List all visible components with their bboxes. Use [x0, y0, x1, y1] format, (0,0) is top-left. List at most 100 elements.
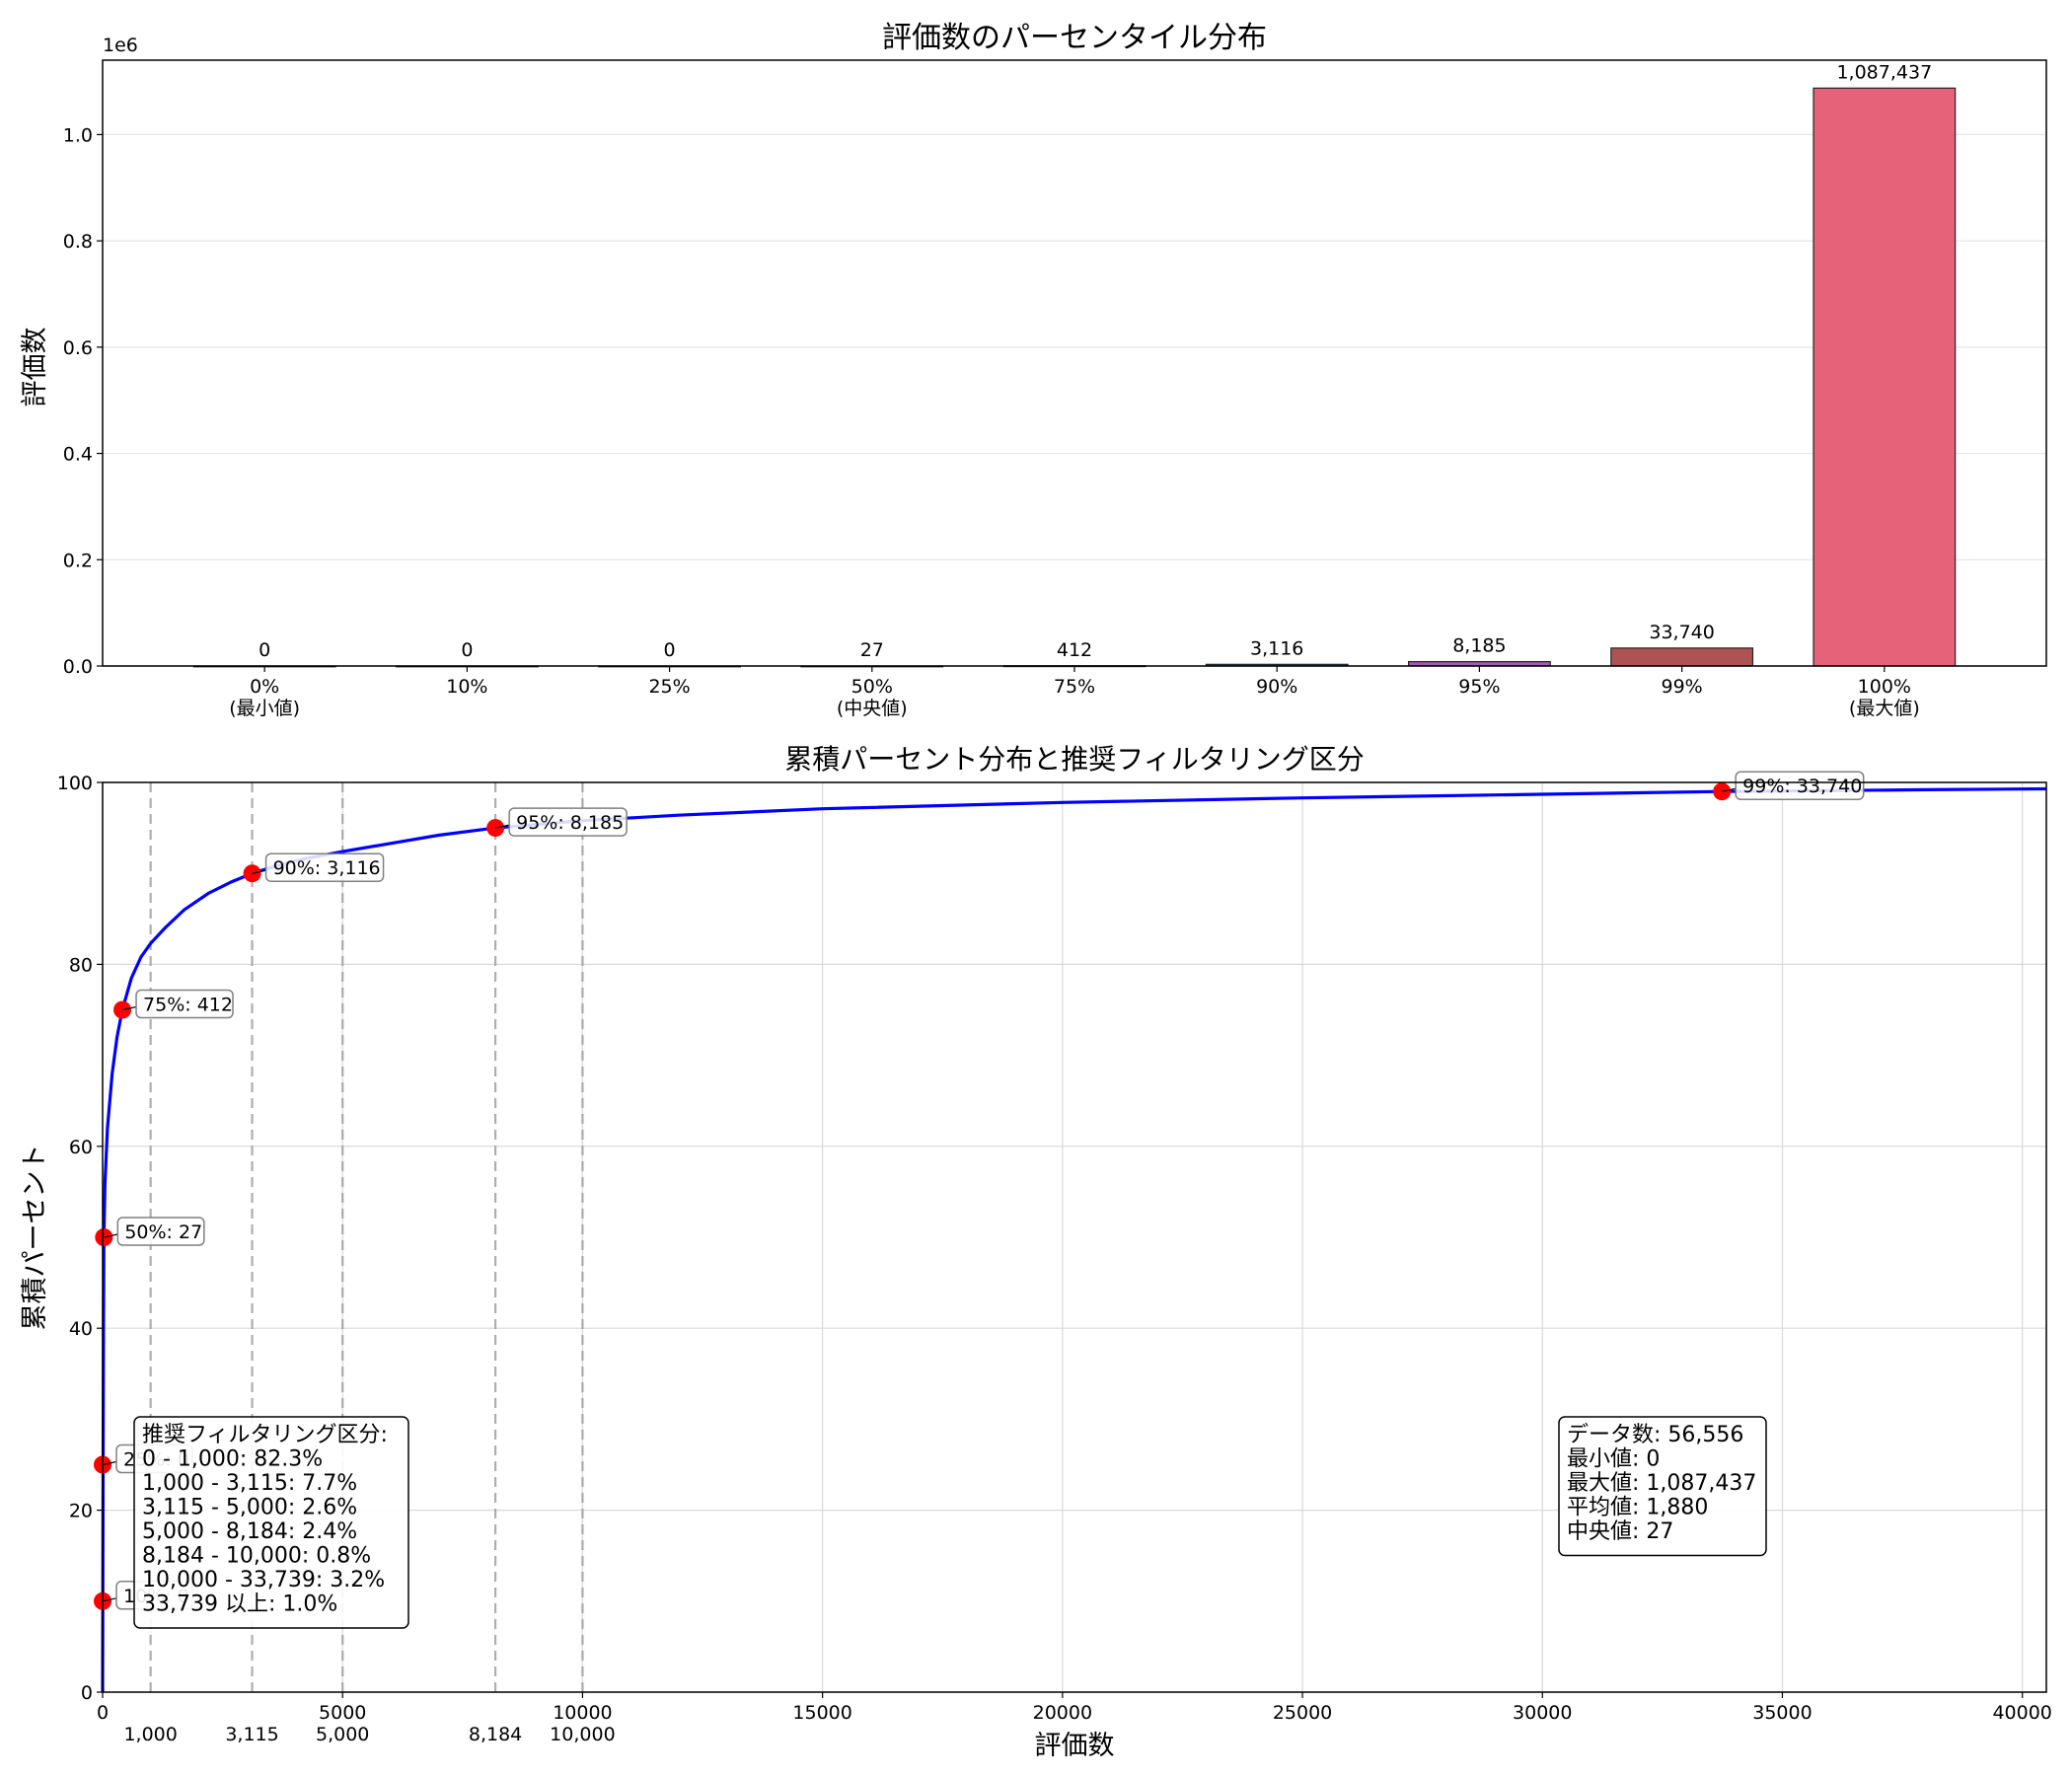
- percentile-bar-chart: 評価数のパーセンタイル分布 評価数 1e6 0.0 0.2 0.4 0.6 0.8 1.0…: [20, 21, 2047, 719]
- line-xtick-label: 20000: [1033, 1702, 1092, 1724]
- line-chart-y-ticks: 0 20 40 60 80 100: [57, 773, 103, 1704]
- filter-boundary-label: 8,184: [469, 1724, 522, 1745]
- bar-value-label: 33,740: [1649, 622, 1714, 643]
- stats-box-line: 最小値: 0: [1567, 1447, 1660, 1472]
- bar-chart-bars: [192, 87, 1957, 668]
- cumulative-line-chart: 累積パーセント分布と推奨フィルタリング区分 累積パーセント 評価数 1,000 3…: [20, 743, 2052, 1761]
- annotation-label: 99%: 33,740: [1742, 776, 1862, 797]
- line-chart-title: 累積パーセント分布と推奨フィルタリング区分: [784, 743, 1364, 776]
- stats-box-line: 最大値: 1,087,437: [1567, 1471, 1756, 1496]
- bar-value-label: 1,087,437: [1836, 61, 1932, 83]
- annotation-arrow: [102, 1460, 117, 1466]
- bar-chart-gridlines: [103, 133, 2046, 667]
- bar-ytick-label: 0.2: [63, 550, 93, 571]
- annotation-box: [116, 1217, 205, 1246]
- bar-value-label: 8,185: [1452, 635, 1506, 657]
- bar: [1813, 87, 1957, 667]
- stats-box-line: データ数: 56,556: [1567, 1423, 1743, 1447]
- bar-value-label: 412: [1057, 639, 1092, 661]
- annotation-box: [1735, 771, 1865, 800]
- line-xtick-label: 5000: [319, 1702, 366, 1724]
- filter-box-line: 1,000 - 3,115: 7.7%: [142, 1471, 357, 1496]
- line-xtick-label: 10000: [553, 1702, 612, 1724]
- bar-xtick-label: 100%: [1858, 676, 1911, 698]
- annotation-box: [135, 989, 234, 1019]
- filter-boundary-label: 5,000: [316, 1724, 369, 1745]
- line-ytick-label: 20: [69, 1501, 93, 1522]
- bar-chart-frame: [102, 59, 2047, 667]
- line-chart-x-ticks: 0 5000 10000 15000 20000 25000 30000 35000 40000: [97, 1692, 2052, 1724]
- annotation-label: 90%: 3,116: [273, 857, 381, 879]
- bar-xtick-label: (最大値): [1849, 698, 1920, 719]
- bar-value-label: 0: [664, 639, 676, 661]
- filter-box-line: 33,739 以上: 1.0%: [142, 1592, 337, 1617]
- stats-box-frame: [1558, 1416, 1767, 1557]
- cumulative-percent-line: [101, 786, 2047, 1693]
- line-chart-y-axis-label: 累積パーセント: [20, 1145, 50, 1331]
- filter-box-line: 推奨フィルタリング区分:: [142, 1423, 388, 1447]
- annotation-box: [264, 852, 385, 882]
- bar-xtick-label: (中央値): [837, 698, 908, 719]
- line-ytick-label: 100: [57, 773, 93, 794]
- bar-value-label: 27: [860, 639, 884, 661]
- line-xtick-label: 15000: [792, 1702, 851, 1724]
- bar-xtick-label: 50%: [851, 676, 893, 698]
- bar-xtick-label: 90%: [1256, 676, 1297, 698]
- annotation-label: 50%: 27: [124, 1221, 202, 1243]
- line-ytick-label: 80: [69, 954, 93, 976]
- bar-xtick-label: 0%: [250, 676, 279, 698]
- bar-chart-x-ticks: 0%(最小値) 10% 25% 50%(中央値) 75% 90% 95% 99% 100%(最大…: [229, 666, 1920, 719]
- annotation-label: 75%: 412: [143, 995, 233, 1016]
- line-ytick-label: 60: [69, 1137, 93, 1158]
- filter-box-line: 10,000 - 33,739: 3.2%: [142, 1568, 385, 1592]
- bar-xtick-label: 25%: [648, 676, 690, 698]
- line-chart-x-axis-label: 評価数: [1035, 1731, 1115, 1761]
- filter-box-line: 8,184 - 10,000: 0.8%: [142, 1544, 371, 1569]
- bar-chart-y-scale-label: 1e6: [103, 35, 138, 56]
- annotation-arrow: [102, 1597, 117, 1602]
- filter-box-frame: [133, 1416, 409, 1629]
- filter-box-line: 5,000 - 8,184: 2.4%: [142, 1519, 357, 1544]
- bar-ytick-label: 0.8: [63, 231, 93, 253]
- annotation-label: 95%: 8,185: [516, 812, 624, 834]
- annotation-arrow: [252, 869, 266, 874]
- line-xtick-label: 25000: [1273, 1702, 1332, 1724]
- filter-boundary-label: 3,115: [225, 1724, 278, 1745]
- bar-xtick-label: 95%: [1458, 676, 1500, 698]
- filter-ranges-box: 推奨フィルタリング区分:0 - 1,000: 82.3%1,000 - 3,11…: [133, 1416, 409, 1629]
- line-chart-frame: [102, 781, 2047, 1693]
- line-ytick-label: 40: [69, 1318, 93, 1340]
- bar-chart-title: 評価数のパーセンタイル分布: [882, 21, 1267, 55]
- annotation-arrow: [1722, 787, 1737, 792]
- stats-box-line: 平均値: 1,880: [1567, 1496, 1708, 1520]
- bar-ytick-label: 0.0: [63, 656, 93, 678]
- bar-ytick-label: 0.4: [63, 444, 93, 466]
- annotation-arrow: [495, 824, 510, 829]
- stats-box-line: 中央値: 27: [1567, 1519, 1673, 1544]
- line-xtick-label: 35000: [1752, 1702, 1812, 1724]
- annotation-arrow: [104, 1233, 118, 1238]
- bar-xtick-label: (最小値): [229, 698, 300, 719]
- filter-box-line: 0 - 1,000: 82.3%: [142, 1447, 323, 1472]
- bar-value-label: 3,116: [1250, 637, 1303, 659]
- line-xtick-label: 30000: [1513, 1702, 1572, 1724]
- filter-box-line: 3,115 - 5,000: 2.6%: [142, 1496, 357, 1520]
- filter-boundary-label: 1,000: [123, 1724, 177, 1745]
- line-xtick-label: 40000: [1992, 1702, 2051, 1724]
- bar-ytick-label: 1.0: [63, 124, 93, 146]
- bar-chart-value-labels: 0 0 0 27 412 3,116 8,185 33,740 1,087,437: [259, 61, 1932, 661]
- annotation-box: [508, 807, 628, 837]
- bar-xtick-label: 99%: [1662, 676, 1703, 698]
- bar-value-label: 0: [461, 639, 473, 661]
- filter-boundary-label: 10,000: [550, 1724, 615, 1745]
- bar-chart-y-axis-label: 評価数: [20, 328, 50, 407]
- line-ytick-label: 0: [81, 1682, 93, 1704]
- annotation-arrow: [121, 1005, 137, 1011]
- bar-ytick-label: 0.6: [63, 337, 93, 359]
- bar-value-label: 0: [259, 639, 270, 661]
- bar-xtick-label: 10%: [446, 676, 487, 698]
- bar: [1610, 647, 1754, 667]
- bar-xtick-label: 75%: [1054, 676, 1095, 698]
